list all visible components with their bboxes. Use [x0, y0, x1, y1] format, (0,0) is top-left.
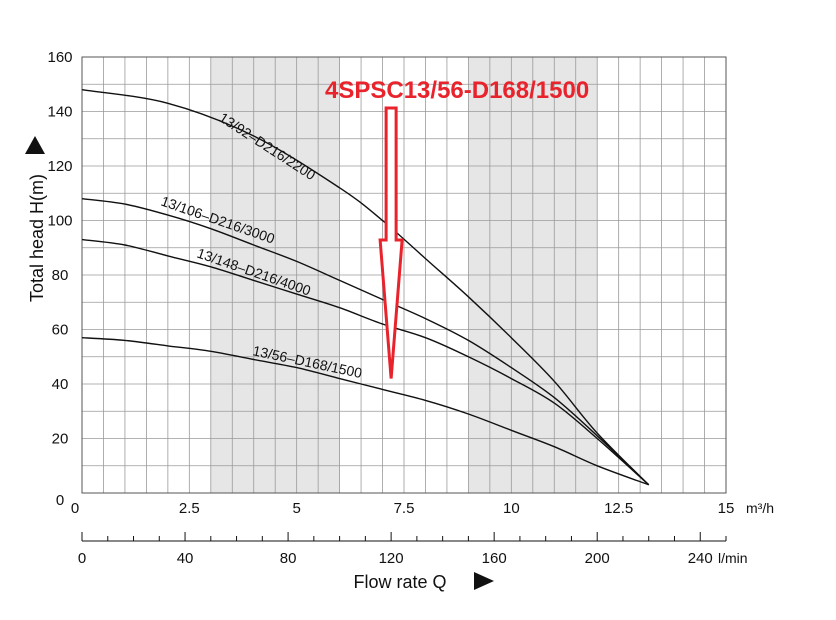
grid-lines [82, 57, 726, 493]
curve-line [81, 337, 649, 486]
secondary-x-axis: 0 40 80 120 160 200 240 l/min [78, 532, 748, 567]
y-tick-label: 140 [47, 104, 72, 121]
x-origin-label: 0 [71, 500, 79, 517]
y-axis-title: Total head H(m) [27, 174, 47, 302]
x-tick-label: 12.5 [604, 500, 633, 517]
plot-border [81, 56, 727, 494]
y-tick-label: 40 [52, 376, 69, 393]
x2-tick-label: 200 [585, 550, 610, 567]
axis-titles: Flow rate Q Total head H(m) [25, 136, 494, 592]
y-tick-label: 80 [52, 267, 69, 284]
curve-line [81, 89, 650, 486]
performance-curves [81, 89, 650, 486]
y-axis-arrow-icon [25, 136, 45, 154]
curve-line [81, 238, 650, 486]
y-tick-label: 160 [47, 49, 72, 66]
x-tick-label: 2.5 [179, 500, 200, 517]
x2-tick-label: 40 [177, 550, 194, 567]
y-tick-label: 20 [52, 431, 69, 448]
x2-tick-label: 160 [482, 550, 507, 567]
x-tick-label: 10 [503, 500, 520, 517]
y-tick-label: 60 [52, 322, 69, 339]
x2-tick-label: 0 [78, 550, 86, 567]
x-unit-label: m³/h [746, 500, 774, 516]
x-tick-label: 5 [292, 500, 300, 517]
y-tick-label: 0 [56, 492, 64, 509]
highlight-annotation: 4SPSC13/56-D168/1500 [325, 77, 589, 379]
highlight-title: 4SPSC13/56-D168/1500 [325, 77, 589, 104]
x2-tick-label: 120 [379, 550, 404, 567]
x2-tick-label: 240 [688, 550, 713, 567]
x-tick-label: 15 [718, 500, 735, 517]
x2-unit-label: l/min [718, 550, 748, 566]
x-tick-label: 7.5 [394, 500, 415, 517]
plot-frame [81, 56, 727, 494]
x-axis-title: Flow rate Q [353, 572, 446, 592]
y-tick-label: 100 [47, 213, 72, 230]
x-axis-arrow-icon [474, 572, 494, 590]
highlight-arrow-icon [378, 106, 404, 379]
curve-line [81, 198, 650, 486]
x2-tick-label: 80 [280, 550, 297, 567]
tick-labels: 0 20 40 60 80 100 120 140 160 2.5 5 7.5 10 12.5 15 0 m³/… [47, 49, 774, 517]
y-tick-label: 120 [47, 158, 72, 175]
